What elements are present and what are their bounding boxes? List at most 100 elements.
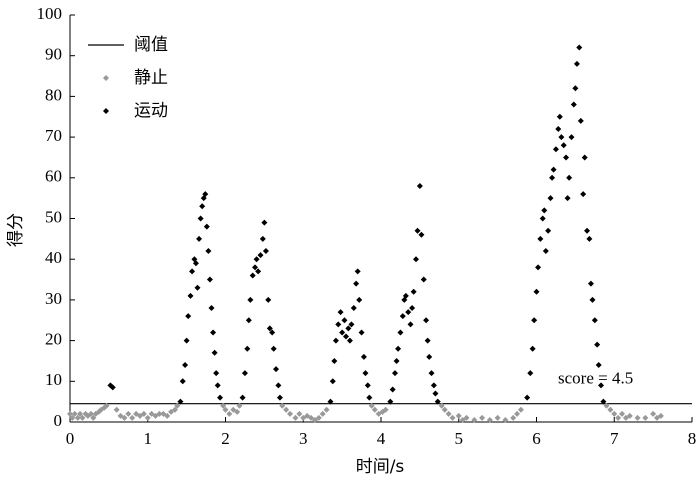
scatter-point <box>247 296 254 303</box>
scatter-point <box>486 416 493 423</box>
scatter-point <box>257 252 264 259</box>
scatter-point <box>595 362 602 369</box>
scatter-point <box>598 382 605 389</box>
scatter-point <box>208 305 215 312</box>
scatter-point <box>206 276 213 283</box>
scatter-point <box>182 362 189 369</box>
y-tick-label: 60 <box>45 167 62 186</box>
scatter-point <box>339 329 346 336</box>
threshold-label: score = 4.5 <box>558 369 633 388</box>
x-axis-label: 时间/s <box>356 457 405 477</box>
scatter-point <box>642 414 649 421</box>
scatter-point <box>329 378 336 385</box>
scatter-point <box>129 414 136 421</box>
scatter-point <box>269 329 276 336</box>
scatter-point <box>345 325 352 332</box>
scatter-point <box>199 203 206 210</box>
scatter-point <box>203 223 210 230</box>
x-tick-label: 0 <box>66 429 75 448</box>
y-tick-label: 30 <box>45 289 62 308</box>
scatter-point <box>514 410 521 417</box>
scatter-point <box>360 353 367 360</box>
scatter-point <box>319 410 326 417</box>
scatter-point <box>547 195 554 202</box>
scatter-point <box>556 113 563 120</box>
scatter-point <box>428 370 435 377</box>
x-tick-label: 2 <box>221 429 230 448</box>
scatter-point <box>337 309 344 316</box>
scatter-point <box>259 235 266 242</box>
scatter-point <box>211 349 218 356</box>
scatter-point <box>279 402 286 409</box>
scatter-point <box>570 101 577 108</box>
scatter-point <box>568 134 575 141</box>
scatter-point <box>239 394 246 401</box>
scatter-point <box>531 317 538 324</box>
y-tick-label: 20 <box>45 330 62 349</box>
scatter-point <box>445 410 452 417</box>
scatter-point <box>402 292 409 299</box>
scatter-point <box>558 134 565 141</box>
scatter-point <box>517 406 524 413</box>
scatter-point <box>156 410 163 417</box>
scatter-point <box>255 268 262 275</box>
scatter-point <box>424 337 431 344</box>
scatter-point <box>262 248 269 255</box>
scatter-point <box>397 329 404 336</box>
scatter-point <box>366 394 373 401</box>
scatter-point <box>213 370 220 377</box>
scatter-point <box>529 345 536 352</box>
scatter-point <box>236 402 243 409</box>
scatter-point <box>432 390 439 397</box>
scatter-point <box>634 414 641 421</box>
scatter-point <box>566 174 573 181</box>
scatter-point <box>572 85 579 92</box>
scatter-point <box>341 317 348 324</box>
scatter-point <box>387 398 394 405</box>
legend-marker <box>103 75 109 81</box>
legend-label: 静止 <box>134 68 168 88</box>
x-tick-label: 5 <box>455 429 464 448</box>
scatter-point <box>270 345 277 352</box>
scatter-point <box>399 313 406 320</box>
scatter-point <box>266 325 273 332</box>
scatter-point <box>545 227 552 234</box>
scatter-point <box>550 166 557 173</box>
y-tick-label: 10 <box>45 370 62 389</box>
scatter-point <box>549 174 556 181</box>
scatter-point <box>611 410 618 417</box>
scatter-point <box>479 414 486 421</box>
scatter-point <box>455 412 462 419</box>
scatter-point <box>220 402 227 409</box>
scatter-point <box>584 227 591 234</box>
scatter-point <box>368 402 375 409</box>
scatter-point <box>362 370 369 377</box>
scatter-point <box>177 398 184 405</box>
scatter-point <box>67 410 73 417</box>
scatter-point <box>409 305 416 312</box>
scatter-point <box>416 182 423 189</box>
scatter-point <box>430 382 437 389</box>
y-tick-label: 70 <box>45 126 62 145</box>
scatter-point <box>174 402 181 409</box>
scatter-point <box>241 370 248 377</box>
scatter-point <box>576 44 583 51</box>
scatter-point <box>494 414 501 421</box>
scatter-point <box>249 272 256 279</box>
y-tick-label: 50 <box>45 207 62 226</box>
scatter-point <box>358 329 365 336</box>
scatter-point <box>586 235 593 242</box>
scatter-point <box>405 309 412 316</box>
x-tick-label: 7 <box>610 429 619 448</box>
scatter-point <box>539 215 546 222</box>
scatter-point <box>552 146 559 153</box>
scatter-point <box>510 414 517 421</box>
scatter-point <box>140 410 147 417</box>
scatter-point <box>346 337 353 344</box>
scatter-point <box>502 416 509 423</box>
scatter-point <box>196 235 203 242</box>
scatter-point <box>164 412 171 419</box>
x-tick-label: 3 <box>299 429 308 448</box>
legend-label: 阈值 <box>134 35 168 55</box>
